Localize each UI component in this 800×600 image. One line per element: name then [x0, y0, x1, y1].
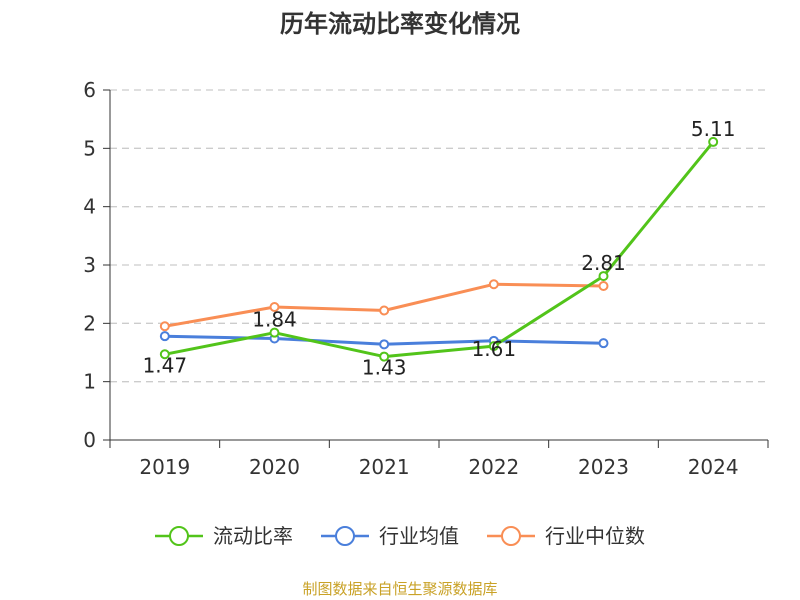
data-point-2-2020: [269, 302, 280, 312]
y-tick-label-3: 3: [83, 253, 96, 277]
legend: 流动比率 行业均值 行业中位数: [155, 524, 645, 548]
x-tick-label-2024: 2024: [688, 455, 739, 479]
series-line-2: [164, 282, 604, 328]
data-point-0-2024: [708, 136, 719, 147]
legend-item-2: 行业中位数: [487, 524, 645, 548]
source-note: 制图数据来自恒生聚源数据库: [302, 580, 497, 598]
legend-marker-2: [501, 526, 521, 546]
data-label-2019: 1.47: [143, 353, 188, 377]
plot-area: [159, 136, 719, 362]
y-tick-label-0: 0: [83, 428, 96, 452]
data-point-2-2019: [159, 321, 170, 332]
legend-label-2: 行业中位数: [545, 524, 645, 548]
x-tick-label-2023: 2023: [578, 455, 629, 479]
data-label-2022: 1.61: [472, 337, 517, 361]
data-point-0-2021: [379, 351, 390, 362]
data-point-2-2022: [488, 279, 499, 290]
data-label-2020: 1.84: [252, 308, 297, 332]
x-tick-label-2020: 2020: [249, 455, 300, 479]
data-point-2-2023: [598, 281, 609, 291]
legend-label-1: 行业均值: [379, 524, 459, 548]
x-tick-label-2019: 2019: [139, 455, 190, 479]
data-label-2021: 1.43: [362, 356, 407, 380]
series-line-0: [164, 140, 715, 359]
data-label-2024: 5.11: [691, 117, 736, 141]
data-point-1-2021: [379, 339, 390, 350]
data-point-0-2019: [159, 349, 170, 360]
y-tick-label-2: 2: [83, 311, 96, 335]
data-labels: 1.47 1.84 1.43 1.61 2.81 5.11: [143, 117, 736, 380]
y-tick-label-1: 1: [83, 370, 96, 394]
data-point-0-2023: [598, 271, 609, 282]
chart-title: 历年流动比率变化情况: [280, 10, 520, 38]
legend-marker-1: [335, 526, 355, 546]
data-point-2-2021: [379, 305, 390, 316]
data-point-1-2019: [159, 331, 170, 342]
gridlines: [110, 89, 768, 383]
data-label-2023: 2.81: [581, 251, 626, 275]
data-point-0-2020: [269, 327, 280, 338]
legend-item-1: 行业均值: [321, 524, 459, 548]
data-point-0-2022: [488, 341, 499, 352]
y-tick-label-4: 4: [83, 195, 96, 219]
x-tick-label-2021: 2021: [359, 455, 410, 479]
axes: 0 1 2 3 4 5 6 2019 2020 2021 2022 2023 2024: [83, 78, 769, 479]
legend-marker-0: [169, 526, 189, 546]
legend-item-0: 流动比率: [155, 524, 293, 548]
y-tick-label-5: 5: [83, 136, 96, 160]
x-tick-label-2022: 2022: [468, 455, 519, 479]
legend-label-0: 流动比率: [213, 524, 293, 548]
data-point-1-2023: [598, 338, 609, 349]
y-tick-label-6: 6: [83, 78, 96, 102]
